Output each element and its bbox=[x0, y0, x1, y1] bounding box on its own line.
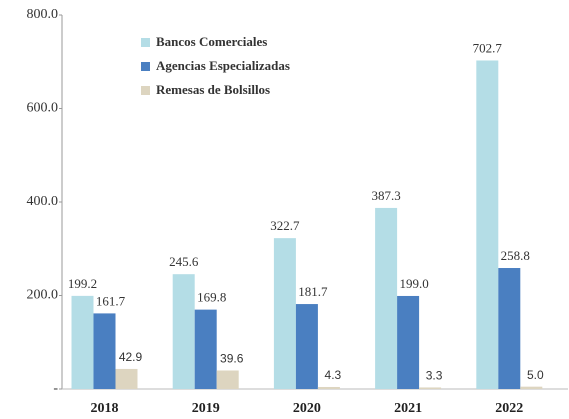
bar bbox=[476, 60, 499, 389]
value-label: 702.7 bbox=[473, 40, 503, 55]
y-tick-label: 400.0 bbox=[27, 194, 59, 209]
value-label: 39.6 bbox=[220, 352, 244, 366]
bar bbox=[93, 313, 116, 389]
legend-swatch bbox=[141, 38, 150, 47]
legend-label: Agencias Especializadas bbox=[156, 58, 290, 73]
value-label: 3.3 bbox=[426, 369, 443, 383]
legend-swatch bbox=[141, 86, 150, 95]
x-tick-label: 2018 bbox=[91, 401, 119, 416]
bar bbox=[71, 295, 94, 389]
value-label: 4.3 bbox=[325, 368, 342, 382]
value-label: 322.7 bbox=[270, 218, 300, 233]
legend-label: Remesas de Bolsillos bbox=[156, 82, 270, 97]
bar bbox=[172, 274, 195, 389]
y-tick-label: - bbox=[53, 381, 58, 396]
value-label: 387.3 bbox=[371, 188, 400, 203]
bar bbox=[194, 309, 217, 389]
bar bbox=[498, 268, 521, 389]
y-tick-label: 200.0 bbox=[27, 288, 59, 303]
value-label: 258.8 bbox=[501, 248, 530, 263]
bar bbox=[520, 386, 543, 389]
bar bbox=[375, 207, 398, 389]
y-tick-label: 600.0 bbox=[27, 101, 59, 116]
x-tick-label: 2019 bbox=[192, 401, 220, 416]
value-label: 161.7 bbox=[96, 293, 126, 308]
y-tick-label: 800.0 bbox=[27, 7, 59, 22]
bar bbox=[419, 387, 442, 389]
value-label: 199.0 bbox=[399, 276, 428, 291]
value-label: 5.0 bbox=[527, 368, 544, 382]
value-label: 199.2 bbox=[68, 276, 97, 291]
x-tick-label: 2022 bbox=[495, 401, 523, 416]
value-label: 245.6 bbox=[169, 254, 199, 269]
value-label: 181.7 bbox=[298, 284, 328, 299]
legend-swatch bbox=[141, 62, 150, 71]
x-tick-label: 2021 bbox=[394, 401, 422, 416]
value-label: 169.8 bbox=[197, 290, 226, 305]
x-tick-label: 2020 bbox=[293, 401, 321, 416]
bar bbox=[273, 238, 296, 389]
value-label: 42.9 bbox=[119, 350, 143, 364]
bar bbox=[295, 304, 318, 389]
legend-label: Bancos Comerciales bbox=[156, 34, 267, 49]
bar bbox=[216, 370, 239, 389]
bar bbox=[115, 368, 138, 389]
bar bbox=[317, 386, 340, 389]
bar bbox=[397, 295, 420, 389]
